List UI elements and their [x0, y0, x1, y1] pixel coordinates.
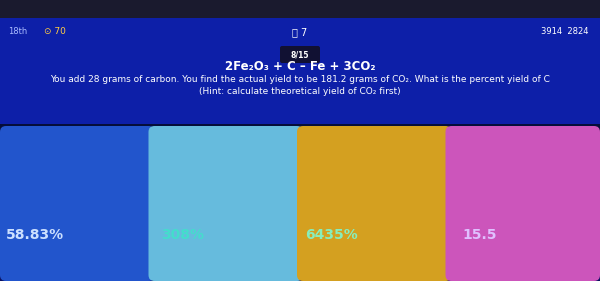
Bar: [0, 0, 600, 18]
Text: 58.83%: 58.83%: [5, 228, 64, 242]
Bar: [0, 18, 600, 46]
FancyBboxPatch shape: [0, 126, 155, 281]
FancyBboxPatch shape: [149, 126, 303, 281]
Bar: [0, 132, 600, 281]
Text: 15.5: 15.5: [463, 228, 497, 242]
FancyBboxPatch shape: [280, 46, 320, 63]
Bar: [0, 46, 600, 124]
Text: 3914  2824: 3914 2824: [541, 28, 589, 37]
Text: 2Fe₂O₃ + C – Fe + 3CO₂: 2Fe₂O₃ + C – Fe + 3CO₂: [225, 60, 375, 72]
Text: 18th: 18th: [8, 28, 28, 37]
Text: 6435%: 6435%: [305, 228, 358, 242]
Text: 308%: 308%: [161, 228, 205, 242]
Text: 8/15: 8/15: [291, 50, 309, 59]
Text: ⊙ 70: ⊙ 70: [44, 28, 66, 37]
Text: ⏱ 7: ⏱ 7: [292, 27, 308, 37]
Text: (Hint: calculate theoretical yield of CO₂ first): (Hint: calculate theoretical yield of CO…: [199, 87, 401, 96]
FancyBboxPatch shape: [297, 126, 452, 281]
FancyBboxPatch shape: [445, 126, 600, 281]
Text: You add 28 grams of carbon. You find the actual yield to be 181.2 grams of CO₂. : You add 28 grams of carbon. You find the…: [50, 76, 550, 85]
Bar: [0, 124, 600, 132]
